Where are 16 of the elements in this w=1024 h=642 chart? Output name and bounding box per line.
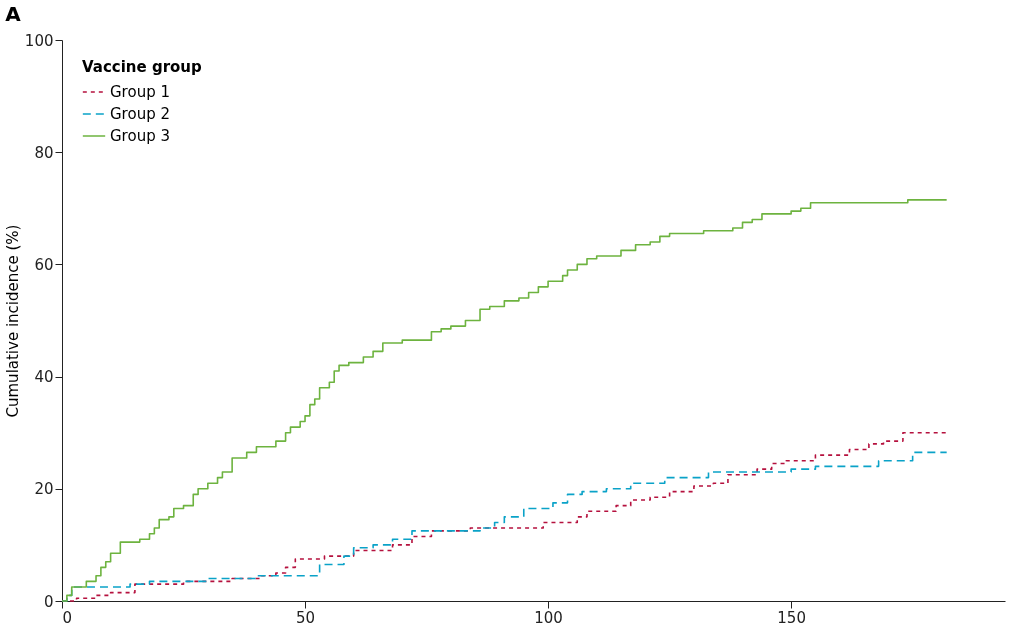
x-tick-label: 0 [62, 608, 73, 627]
x-tick-label: 150 [777, 608, 806, 627]
legend-label: Group 3 [110, 127, 170, 145]
x-tick-label: 50 [295, 608, 316, 627]
y-tick-label: 80 [34, 143, 54, 162]
y-axis-title: Cumulative incidence (%) [3, 224, 22, 418]
y-tick-label: 40 [34, 368, 54, 387]
legend-title: Vaccine group [82, 58, 203, 76]
legend-label: Group 1 [110, 83, 170, 101]
legend-label: Group 2 [110, 105, 170, 123]
y-tick-label: 100 [24, 31, 54, 50]
y-tick-label: 20 [34, 480, 54, 499]
x-tick-label: 100 [534, 608, 563, 627]
y-tick-label: 0 [43, 592, 54, 611]
chart-title: A [5, 2, 22, 26]
y-tick-label: 60 [34, 255, 54, 274]
